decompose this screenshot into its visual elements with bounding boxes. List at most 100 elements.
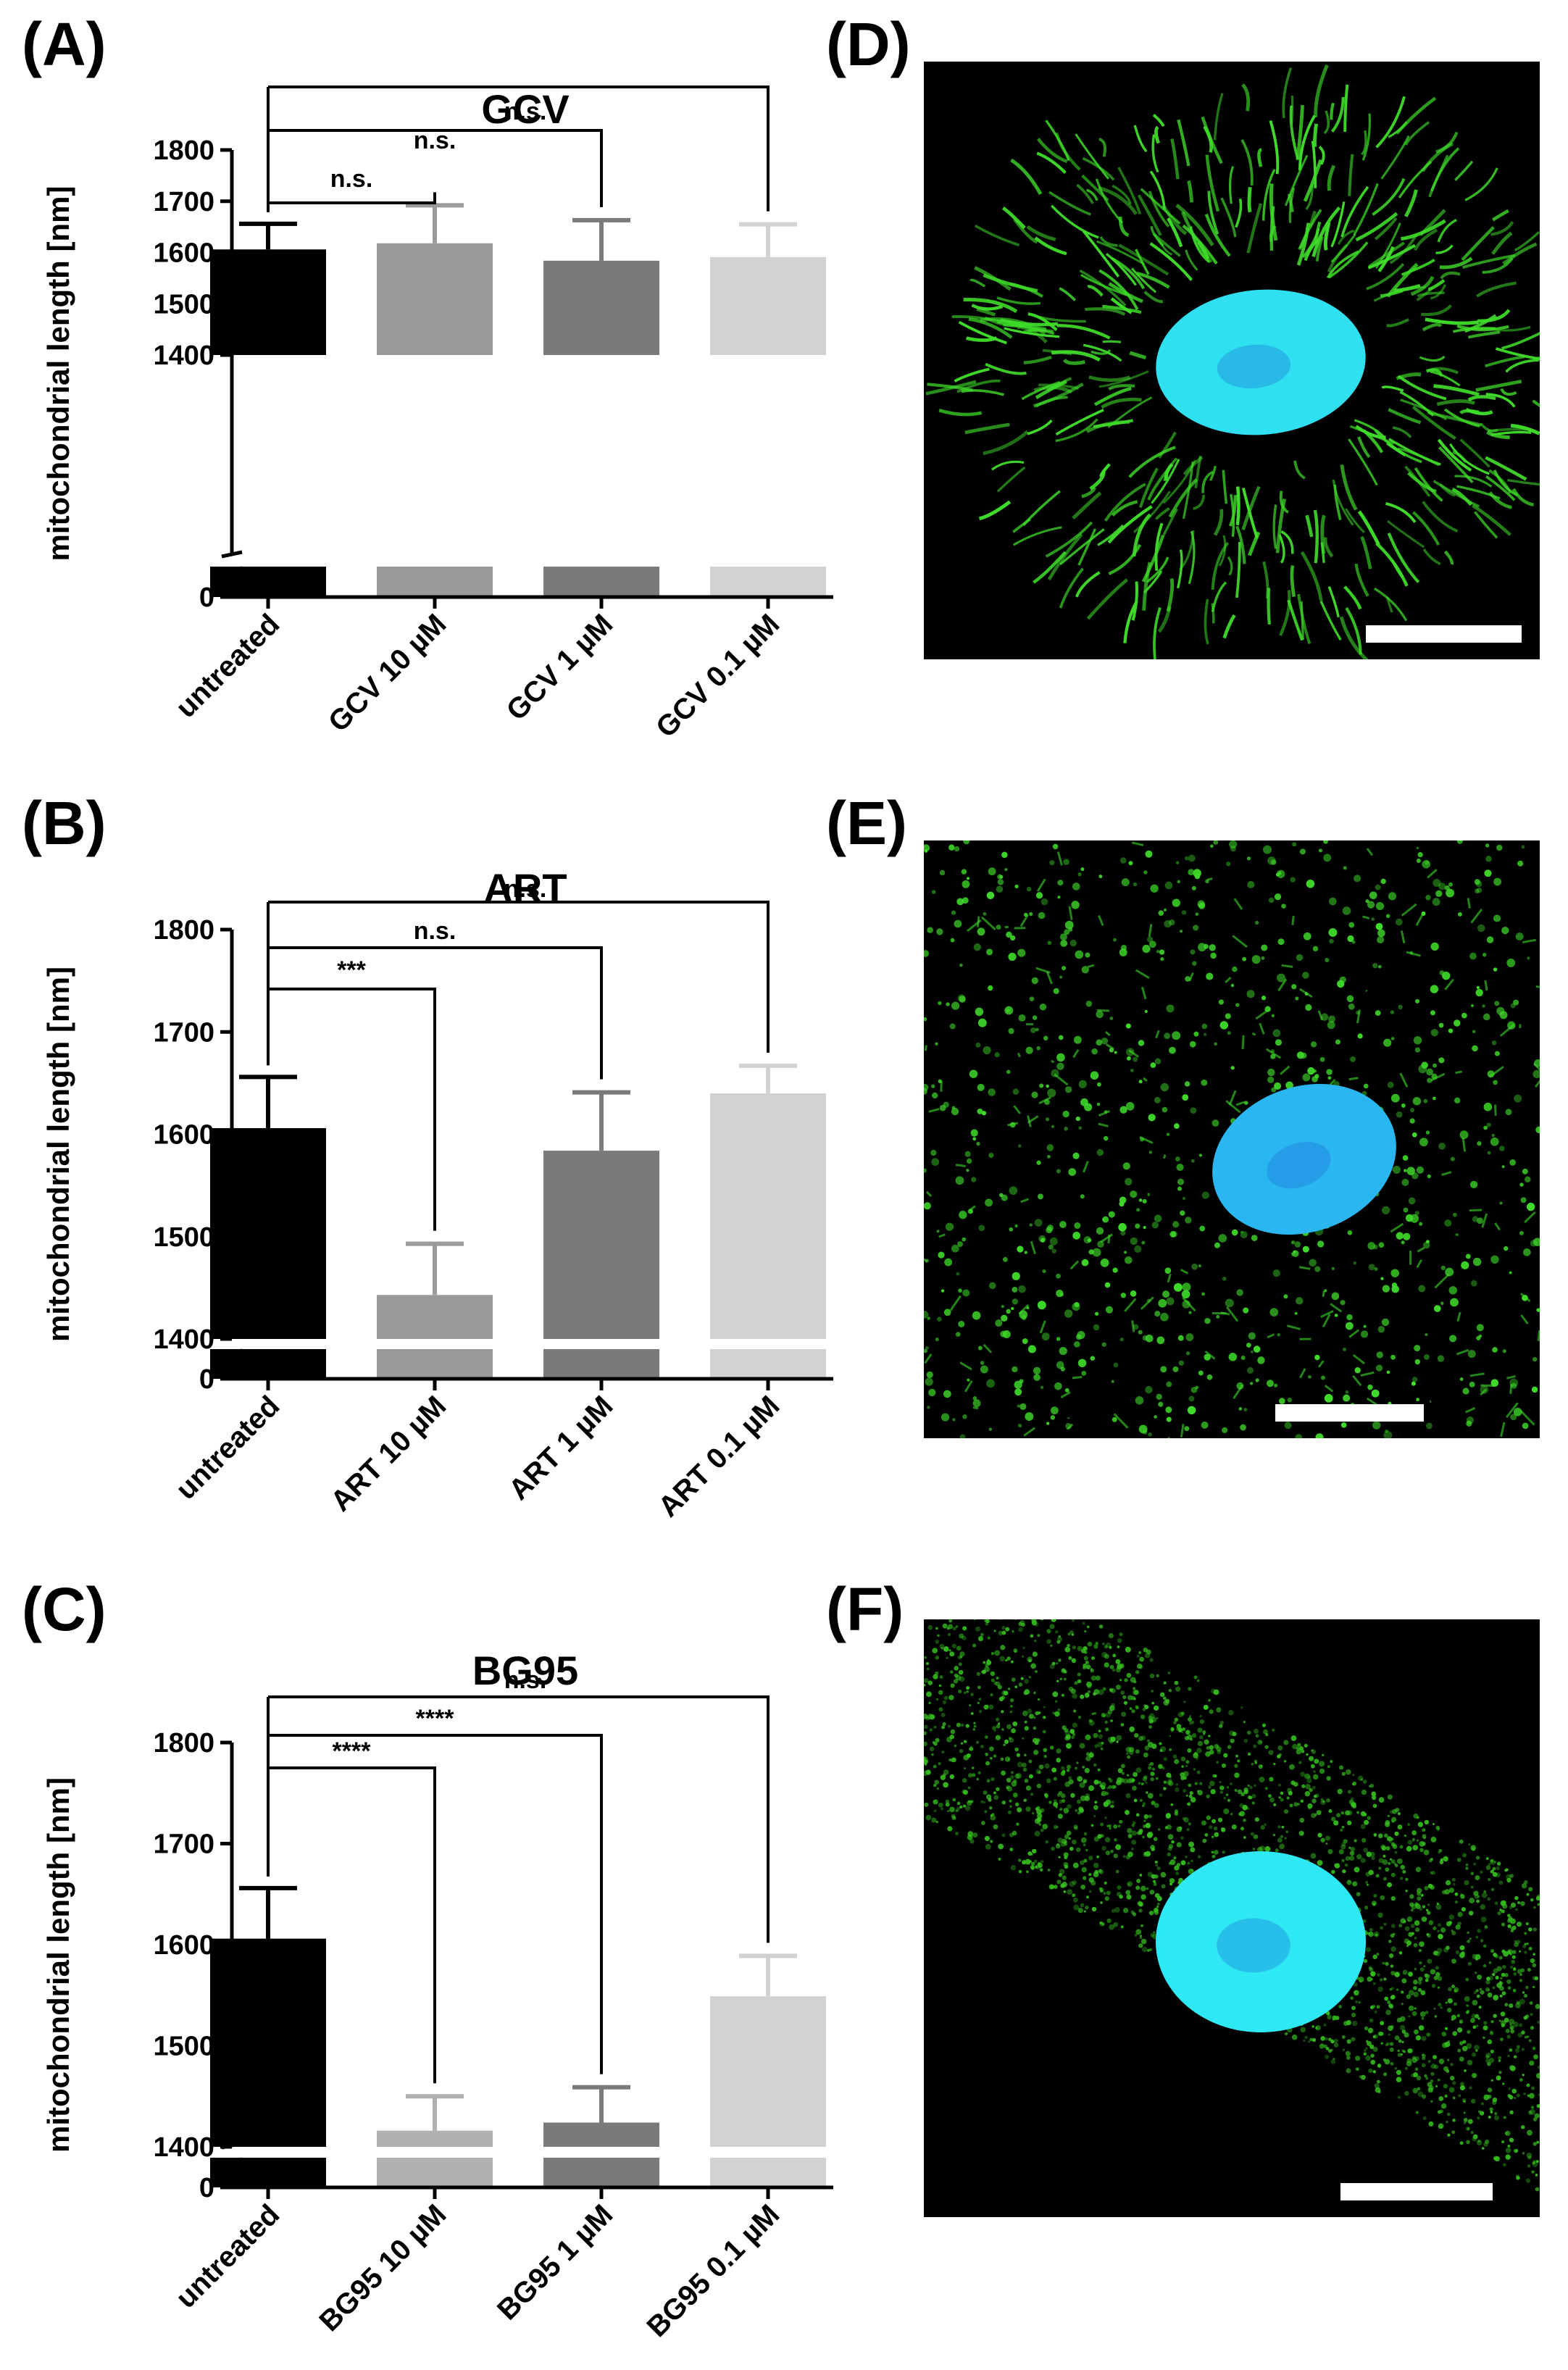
mitochondrion: [1197, 241, 1210, 260]
mitochondrion: [1472, 1216, 1478, 1222]
mitochondrion: [1383, 1854, 1386, 1858]
mitochondrion: [1056, 1680, 1059, 1683]
mitochondrion: [1485, 1979, 1490, 1985]
mitochondrion: [1036, 1046, 1041, 1051]
mitochondrion: [1024, 1778, 1029, 1783]
x-tick-label: ART 10 µM: [325, 1390, 452, 1517]
mitochondrion: [1006, 1724, 1012, 1729]
mitochondrion: [1293, 1782, 1298, 1787]
mitochondrion: [1095, 1641, 1098, 1645]
mitochondrion: [1530, 2013, 1533, 2016]
mitochondrion: [1348, 438, 1378, 486]
mitochondrion: [1487, 1988, 1490, 1992]
mitochondrion: [1411, 1903, 1417, 1910]
mitochondrion: [1375, 96, 1406, 149]
mitochondrion: [1427, 1077, 1433, 1083]
mitochondrion: [1426, 2032, 1431, 2037]
mitochondrion: [1172, 1754, 1177, 1759]
mitochondrion: [1044, 1794, 1048, 1798]
mitochondrion: [1254, 1761, 1257, 1764]
mitochondrion: [1523, 1993, 1528, 1998]
mitochondrion: [1360, 1330, 1369, 1338]
mitochondrion: [1408, 1990, 1414, 1996]
mitochondrion: [1406, 1994, 1411, 1999]
bar: [543, 260, 659, 355]
mitochondrion: [1117, 1664, 1123, 1669]
mitochondrion: [1290, 1735, 1297, 1741]
mitochondrion: [1151, 1222, 1159, 1229]
mitochondrion: [1009, 1799, 1012, 1803]
mitochondrion: [1104, 1031, 1111, 1037]
mitochondrion: [1438, 1851, 1440, 1854]
mitochondrion: [1445, 1879, 1451, 1886]
mitochondrion: [1031, 1866, 1035, 1871]
mitochondrion: [922, 1522, 927, 1528]
mitochondrion: [1507, 1914, 1511, 1917]
mitochondrion: [1459, 2041, 1464, 2045]
mitochondrion: [1345, 1856, 1351, 1861]
mitochondrion: [935, 1640, 940, 1644]
mitochondrion: [1298, 227, 1309, 251]
mitochondrion: [1513, 2021, 1519, 2027]
mitochondrion: [1274, 893, 1282, 901]
mitochondrion: [1083, 343, 1122, 362]
mitochondrion: [1085, 1752, 1090, 1756]
mitochondrion: [1417, 852, 1423, 858]
mitochondrion: [923, 1565, 927, 1569]
mitochondrion: [1475, 880, 1482, 888]
mitochondrion: [1339, 616, 1369, 659]
mitochondrion: [1480, 1990, 1485, 1995]
bar-stub: [377, 567, 493, 597]
mitochondrion: [1516, 1940, 1521, 1944]
mitochondrion: [1176, 549, 1183, 589]
mitochondrion: [1088, 1873, 1092, 1877]
mitochondrion: [1125, 1256, 1133, 1264]
mitochondrion: [1514, 1940, 1517, 1943]
mitochondrion: [1117, 1768, 1123, 1774]
mitochondrion: [1127, 1695, 1133, 1701]
mitochondrion: [1444, 1219, 1452, 1227]
mitochondrion: [1053, 1824, 1058, 1829]
mitochondrion: [1113, 938, 1117, 942]
mitochondrion: [1490, 1869, 1494, 1874]
mitochondrion: [967, 1835, 973, 1840]
mitochondrion: [1420, 1893, 1424, 1897]
mitochondrion: [988, 1088, 996, 1096]
mitochondrion: [1365, 2055, 1371, 2061]
y-tick-label: 1800: [153, 135, 214, 166]
mitochondrion: [1476, 281, 1517, 298]
mitochondrion: [943, 1769, 949, 1775]
mitochondrion: [1414, 1359, 1421, 1365]
mitochondrion: [1201, 1023, 1208, 1030]
significance-bracket: [268, 129, 603, 207]
mitochondrion: [1156, 1905, 1159, 1908]
mitochondrion: [1002, 1330, 1011, 1338]
mitochondrion: [956, 379, 1001, 393]
mitochondrion: [1400, 1864, 1406, 1870]
mitochondrion: [1167, 1436, 1171, 1438]
mitochondrion: [1525, 1985, 1529, 1990]
mitochondrion: [1059, 528, 1105, 566]
mitochondrion: [1118, 243, 1169, 276]
mitochondrion: [1422, 1828, 1426, 1832]
mitochondrion: [1338, 2004, 1342, 2008]
mitochondrion: [924, 1353, 933, 1364]
mitochondrion: [1522, 938, 1537, 944]
mitochondrion: [950, 938, 955, 943]
mitochondrion: [1331, 1292, 1340, 1301]
mitochondrion: [1487, 2039, 1493, 2045]
mitochondrion: [1194, 1782, 1198, 1785]
mitochondrion: [1110, 1719, 1113, 1722]
mitochondrion: [1040, 1385, 1044, 1390]
mitochondrion: [1419, 355, 1446, 362]
mitochondrion: [1456, 2014, 1461, 2018]
mitochondrion: [1426, 1068, 1434, 1076]
mitochondrion: [1097, 1768, 1101, 1772]
mitochondrion: [1357, 510, 1380, 546]
mitochondrion: [971, 1574, 975, 1579]
mitochondrion: [1062, 1882, 1067, 1887]
mitochondrion: [1384, 1996, 1389, 2001]
mitochondrion: [1016, 1822, 1019, 1826]
mitochondrion: [990, 1671, 996, 1677]
mitochondrion: [1471, 1847, 1476, 1851]
